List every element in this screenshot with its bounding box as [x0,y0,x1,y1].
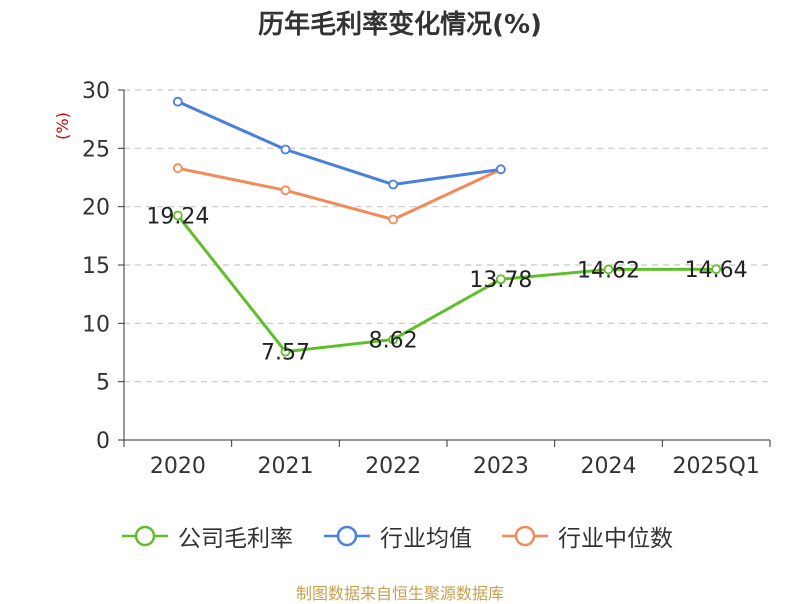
data-point-industry_avg [172,96,183,107]
data-label: 8.62 [369,328,418,353]
series-line-industry_avg [177,100,502,186]
chart-title: 历年毛利率变化情况(%) [258,10,542,40]
data-point-industry_avg [495,164,506,175]
series-line-company [176,214,717,354]
data-label: 13.78 [469,268,532,293]
data-point-industry_avg [388,179,399,190]
legend-line-marker-icon [122,525,168,547]
y-tick-label: 10 [82,312,110,337]
data-point-industry_avg [280,144,291,155]
data-source-note: 制图数据来自恒生聚源数据库 [295,584,504,603]
data-point-company [172,210,183,221]
data-point-company [495,274,506,285]
data-label: 19.24 [146,205,209,230]
data-point-industry_median [172,163,183,174]
legend-item-industry-median[interactable]: 行业中位数 [500,518,673,554]
x-tick-label: 2021 [258,454,314,479]
x-tick-label: 2020 [150,454,206,479]
legend-item-industry-avg[interactable]: 行业均值 [322,518,472,554]
data-point-company [603,264,614,275]
series-line-industry_median [177,166,502,221]
legend-label: 行业均值 [380,526,472,552]
y-axis-label: (%) [53,112,72,140]
data-label: 14.64 [685,258,748,283]
data-point-company [388,334,399,345]
data-point-industry_median [388,214,399,225]
x-tick-label: 2023 [473,454,529,479]
x-tick-label: 2025Q1 [673,454,760,479]
data-label: 14.62 [577,258,640,283]
data-point-company [711,264,722,275]
y-tick-label: 0 [96,429,110,454]
legend-line-marker-icon [502,525,548,547]
data-point-industry_median [280,185,291,196]
legend-label: 行业中位数 [558,526,673,552]
legend-item-company[interactable]: 公司毛利率 [120,518,293,554]
data-point-company [280,346,291,357]
legend: 公司毛利率 行业均值 行业中位数 [0,518,800,554]
y-tick-label: 5 [96,371,110,396]
y-tick-label: 20 [82,196,110,221]
line-chart: (%) 0 5 10 15 20 25 30 2020 2021 2022 2023 2024 2025… [53,79,771,479]
y-tick-label: 30 [82,79,110,104]
y-tick-label: 25 [82,137,110,162]
data-label: 7.57 [261,341,310,366]
x-tick-label: 2024 [581,454,637,479]
x-tick-label: 2022 [365,454,421,479]
legend-label: 公司毛利率 [178,526,293,552]
y-tick-label: 15 [82,254,110,279]
legend-line-marker-icon [324,525,370,547]
